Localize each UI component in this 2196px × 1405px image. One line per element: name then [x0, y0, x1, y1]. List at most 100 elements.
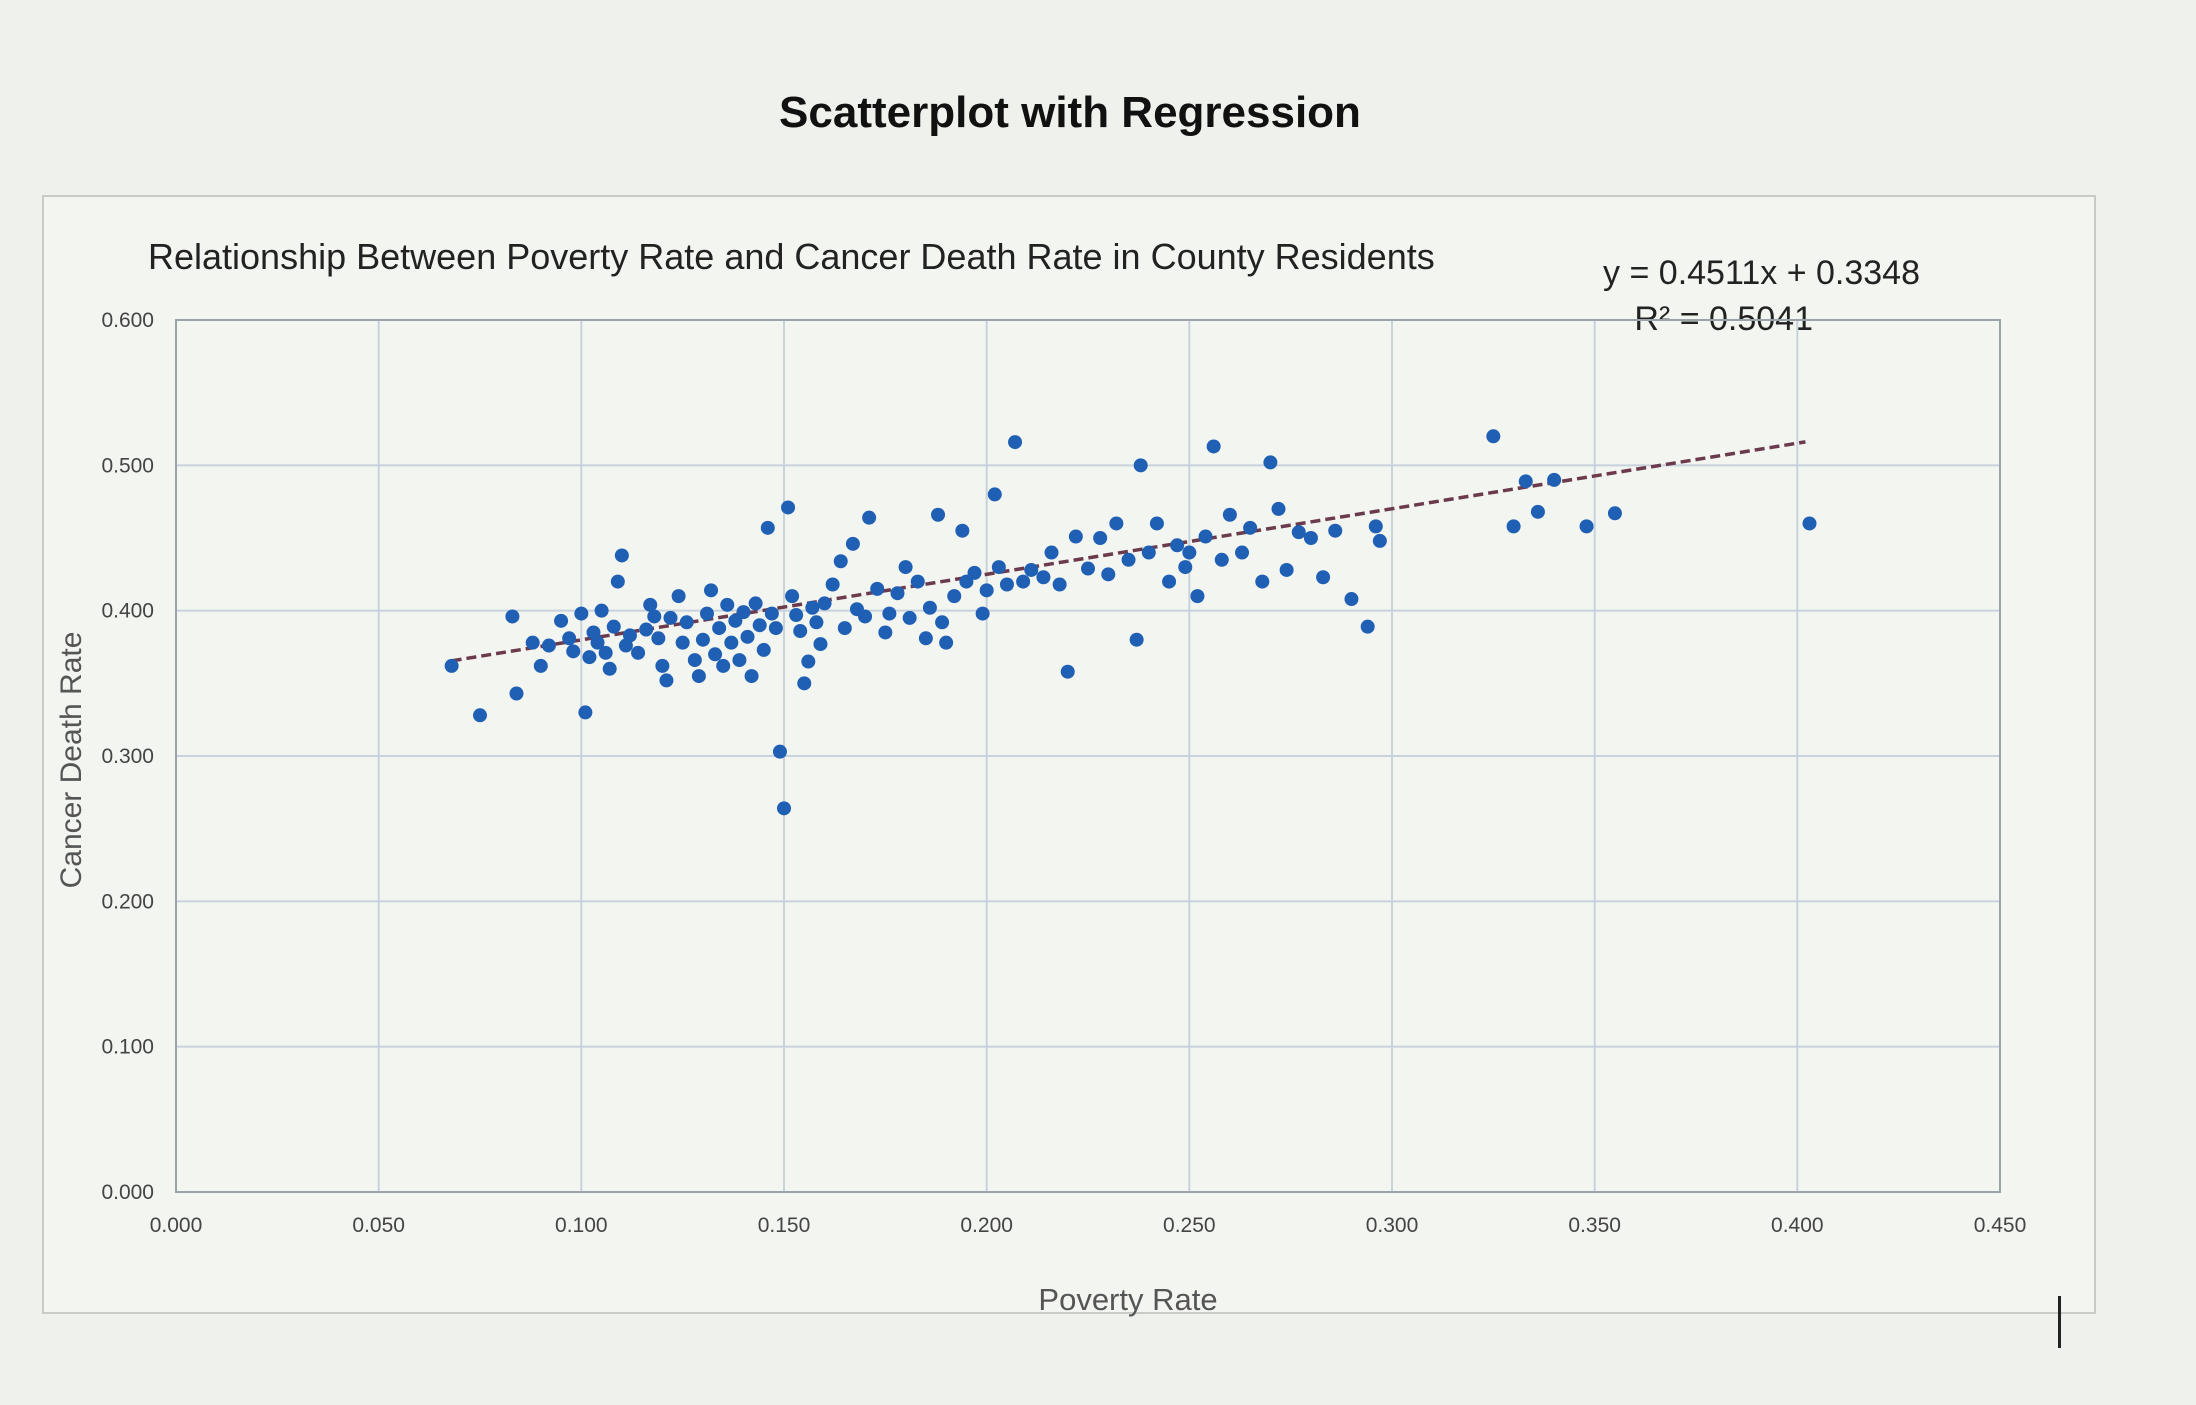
data-point: [1263, 455, 1278, 470]
data-point: [582, 650, 597, 665]
data-point: [975, 606, 990, 621]
data-point: [1579, 519, 1594, 534]
plot-area-border: [175, 319, 2001, 1193]
y-tick-labels: 0.000 0.100 0.200 0.300 0.400 0.500 0.600: [101, 309, 154, 1204]
data-point: [1016, 574, 1031, 589]
page-edge-mark: [2058, 1296, 2061, 1348]
data-point: [655, 658, 670, 673]
data-point: [777, 801, 791, 816]
data-point: [574, 606, 589, 621]
y-tick-label: 0.500: [101, 454, 154, 477]
data-point: [704, 583, 719, 598]
data-point: [1222, 507, 1237, 522]
data-point: [473, 708, 487, 723]
data-point: [910, 574, 925, 589]
x-tick-label: 0.100: [555, 1214, 608, 1237]
x-tick-labels: 0.000 0.050 0.100 0.150 0.200 0.250 0.300 0.350…: [150, 1214, 2027, 1237]
y-tick-label: 0.100: [101, 1036, 154, 1059]
y-tick-label: 0.000: [101, 1181, 154, 1204]
data-point: [643, 597, 658, 612]
data-point: [805, 600, 820, 615]
data-point: [813, 637, 828, 652]
data-point: [671, 589, 686, 604]
data-point: [1182, 545, 1197, 560]
data-point: [1802, 516, 1817, 531]
data-point: [1607, 506, 1622, 521]
x-tick-label: 0.350: [1568, 1214, 1621, 1237]
data-point: [918, 631, 933, 646]
data-point: [878, 625, 893, 640]
data-point: [967, 565, 982, 580]
data-point: [801, 654, 816, 669]
data-point: [1303, 531, 1318, 545]
data-point: [902, 610, 917, 625]
data-point: [1190, 589, 1205, 604]
x-tick-label: 0.250: [1163, 1214, 1216, 1237]
data-point: [991, 560, 1006, 575]
data-point: [862, 510, 877, 525]
data-point: [1506, 519, 1521, 534]
data-point: [509, 686, 524, 701]
data-point: [594, 603, 609, 618]
data-point: [1101, 567, 1116, 582]
data-point: [756, 642, 771, 657]
data-point: [1235, 545, 1250, 560]
data-point: [939, 635, 954, 650]
data-point: [825, 577, 840, 592]
data-point: [695, 632, 710, 647]
data-point: [1178, 560, 1193, 575]
data-point: [699, 606, 714, 621]
gridlines: [175, 319, 2001, 1193]
data-point: [1044, 545, 1059, 560]
data-point: [1518, 474, 1533, 489]
data-point: [1198, 529, 1213, 544]
data-point: [1328, 523, 1343, 538]
data-point: [858, 609, 873, 624]
data-point: [979, 583, 994, 598]
data-point: [639, 622, 654, 637]
data-point: [1121, 552, 1136, 567]
data-point: [922, 600, 937, 615]
data-point: [1149, 516, 1164, 531]
data-point: [691, 669, 706, 684]
data-points: [444, 429, 1817, 816]
data-point: [736, 605, 751, 620]
data-point: [789, 608, 804, 623]
data-point: [533, 658, 548, 673]
data-point: [744, 669, 759, 684]
data-point: [1486, 429, 1501, 444]
data-point: [1170, 538, 1185, 553]
data-point: [716, 658, 731, 673]
data-point: [752, 618, 767, 633]
data-point: [740, 629, 755, 644]
data-point: [1129, 632, 1144, 647]
y-axis-label: Cancer Death Rate: [55, 631, 88, 889]
data-point: [1162, 574, 1177, 589]
page-title: Scatterplot with Regression: [779, 88, 1361, 137]
data-point: [566, 644, 581, 659]
data-point: [931, 507, 946, 522]
data-point: [1052, 577, 1067, 592]
data-point: [890, 586, 905, 601]
x-tick-label: 0.150: [758, 1214, 811, 1237]
data-point: [1060, 664, 1075, 679]
data-point: [651, 631, 666, 646]
data-point: [1141, 545, 1156, 560]
data-point: [675, 635, 690, 650]
data-point: [578, 705, 593, 720]
data-point: [505, 609, 520, 624]
data-point: [772, 744, 787, 759]
x-axis-label: Poverty Rate: [1038, 1282, 1218, 1317]
data-point: [554, 613, 569, 628]
data-point: [845, 536, 860, 551]
data-point: [882, 606, 897, 621]
data-point: [837, 621, 852, 636]
data-point: [525, 635, 540, 650]
data-point: [1024, 562, 1039, 577]
data-point: [602, 661, 617, 676]
data-point: [724, 635, 739, 650]
data-point: [1008, 435, 1023, 450]
data-point: [748, 596, 763, 611]
data-point: [622, 628, 637, 643]
